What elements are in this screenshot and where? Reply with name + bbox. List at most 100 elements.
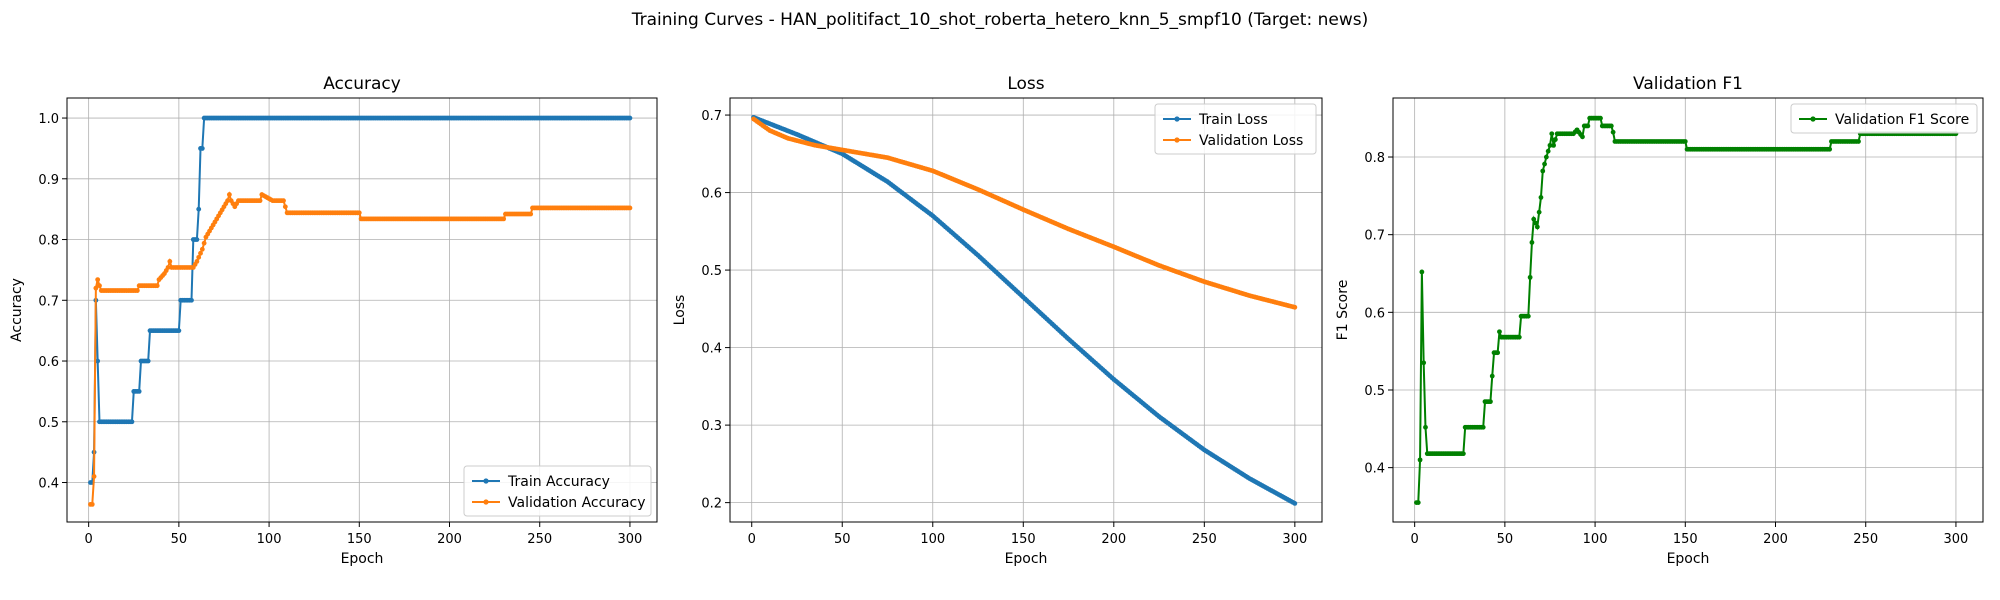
y-tick-label: 0.7 (1364, 229, 1385, 244)
data-point (1533, 220, 1538, 226)
data-point (1489, 373, 1495, 379)
data-point (225, 198, 230, 204)
data-point (1415, 500, 1421, 505)
data-point (196, 254, 202, 260)
x-tick-label: 250 (1853, 532, 1878, 547)
y-tick-label: 0.6 (701, 187, 722, 202)
y-axis-label: Accuracy (9, 278, 25, 342)
data-point (196, 206, 202, 212)
legend-swatch-marker (1174, 137, 1180, 143)
data-point (1682, 139, 1688, 144)
data-point (281, 198, 286, 204)
data-point (145, 358, 151, 364)
data-point (95, 277, 101, 283)
x-tick-label: 150 (1011, 532, 1036, 547)
series-markers-1 (88, 192, 633, 507)
y-tick-label: 0.5 (1364, 384, 1385, 399)
y-tick-label: 0.7 (38, 294, 59, 309)
legend-entry: Validation F1 Score (1835, 112, 1969, 128)
figure-suptitle: Training Curves - HAN_politifact_10_shot… (631, 10, 1368, 30)
legend-box (1790, 103, 1978, 134)
axes-frame (729, 97, 1323, 523)
data-point (1531, 216, 1537, 222)
data-point (257, 198, 263, 204)
x-tick-label: 200 (437, 532, 462, 547)
x-tick-label: 300 (618, 532, 643, 547)
y-tick-label: 0.8 (1364, 151, 1385, 166)
y-tick-label: 0.4 (1364, 462, 1385, 477)
data-point (1598, 115, 1603, 121)
data-point (1856, 139, 1861, 144)
data-point (154, 283, 160, 289)
series-line-0 (753, 116, 1296, 505)
x-tick-label: 100 (1583, 532, 1608, 547)
legend-swatch-marker (1810, 116, 1816, 122)
data-point (226, 192, 232, 197)
panel-title: Loss (1007, 74, 1044, 94)
x-tick-label: 300 (1944, 532, 1969, 547)
data-point (129, 419, 135, 425)
data-point (1292, 501, 1298, 506)
data-point (201, 240, 207, 246)
legend: Validation F1 Score (1790, 103, 1978, 134)
data-point (176, 328, 182, 334)
y-tick-label: 0.7 (701, 109, 722, 124)
data-point (93, 285, 99, 291)
x-tick-label: 50 (834, 532, 851, 547)
data-point (1495, 350, 1501, 356)
x-tick-label: 50 (1497, 532, 1514, 547)
legend-entry: Validation Loss (1199, 133, 1303, 149)
data-point (1536, 209, 1542, 215)
data-point (1417, 457, 1423, 463)
data-point (1547, 142, 1553, 148)
data-point (1292, 304, 1298, 310)
series-markers-0 (751, 114, 1298, 506)
data-point (1421, 360, 1427, 366)
x-tick-label: 100 (257, 532, 282, 547)
data-point (1460, 451, 1466, 457)
data-point (528, 211, 534, 217)
series-line-0 (1416, 117, 1956, 504)
legend-box (1154, 103, 1317, 155)
data-point (167, 259, 173, 264)
legend-swatch-marker (483, 499, 489, 505)
data-point (134, 288, 140, 293)
y-axis-label: Loss (672, 295, 688, 326)
data-point (1534, 224, 1540, 230)
x-tick-label: 0 (748, 532, 756, 547)
data-point (1545, 148, 1551, 154)
data-point (198, 250, 203, 256)
x-tick-label: 200 (1101, 532, 1126, 547)
legend-swatch-marker (483, 478, 489, 484)
y-tick-label: 0.5 (38, 416, 59, 431)
panel-title: Accuracy (323, 74, 401, 94)
legend-box (463, 465, 652, 517)
data-point (1527, 274, 1533, 280)
data-point (1540, 168, 1546, 174)
x-tick-label: 300 (1282, 532, 1307, 547)
x-axis-label: Epoch (1005, 551, 1048, 567)
legend-swatch-marker (1174, 116, 1180, 122)
data-point (356, 210, 362, 216)
axes-frame (66, 97, 658, 523)
data-point (1608, 123, 1614, 129)
x-tick-label: 100 (920, 532, 945, 547)
y-tick-label: 0.9 (38, 173, 59, 188)
x-tick-label: 0 (1411, 532, 1419, 547)
data-point (627, 115, 633, 121)
x-tick-label: 50 (171, 532, 188, 547)
series-line-0 (90, 117, 630, 484)
data-point (1488, 399, 1493, 405)
chart-panel-1: 0 50 100 150 200 250 300 0.2 0.3 0.4 0.5 0.6 0.7 Loss… (672, 74, 1323, 567)
x-axis-label: Epoch (341, 551, 384, 567)
data-point (1497, 329, 1502, 335)
y-tick-label: 1.0 (38, 112, 59, 127)
data-point (194, 259, 200, 264)
y-tick-label: 0.2 (701, 497, 722, 512)
data-point (199, 146, 205, 151)
axes-frame (1392, 97, 1984, 523)
data-point (136, 389, 142, 394)
data-point (1423, 424, 1428, 430)
x-tick-label: 250 (527, 532, 552, 547)
